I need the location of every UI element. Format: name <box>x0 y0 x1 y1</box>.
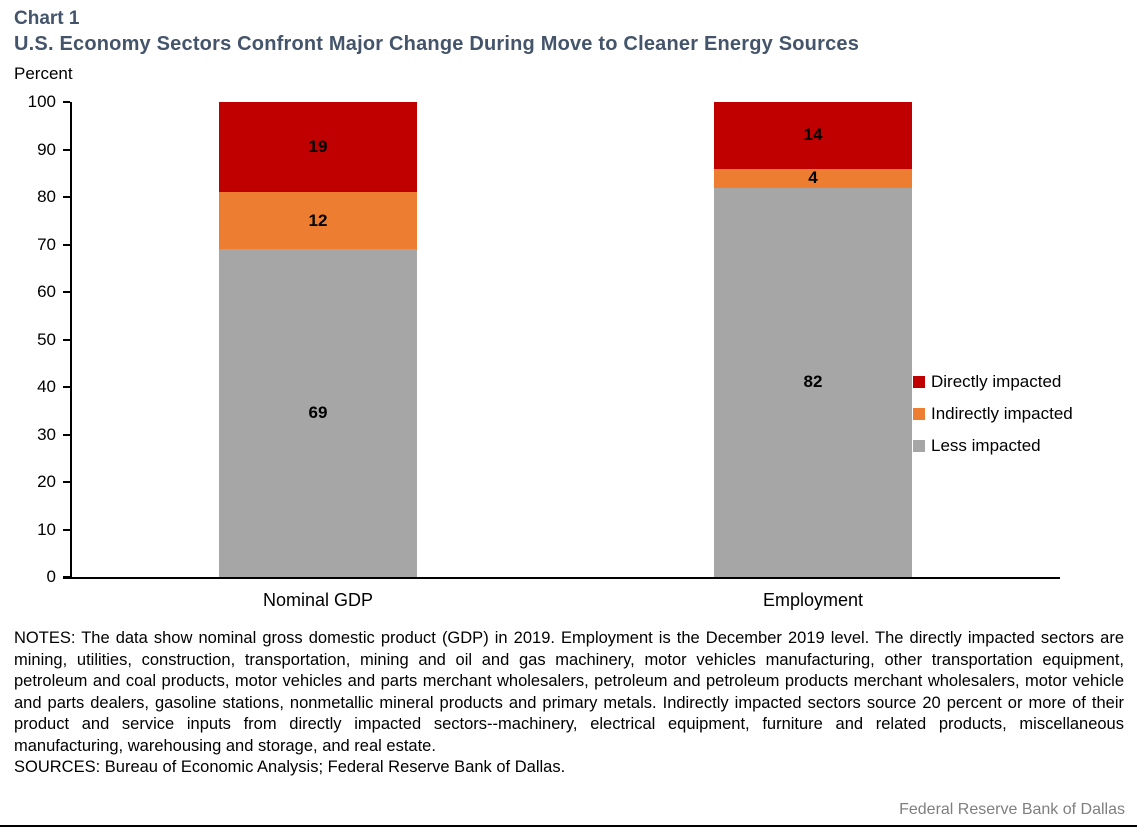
segment-value-label: 82 <box>803 372 823 392</box>
y-tick-label: 70 <box>37 234 56 254</box>
bar-segment: 14 <box>714 102 912 169</box>
chart-title: U.S. Economy Sectors Confront Major Chan… <box>14 33 860 55</box>
bottom-border-line <box>0 824 1137 827</box>
y-tick <box>63 148 70 151</box>
legend-swatch <box>913 440 925 452</box>
legend-swatch <box>913 408 925 420</box>
bar-segment: 4 <box>714 168 912 188</box>
bar-segment: 82 <box>714 187 912 577</box>
legend-swatch <box>913 376 925 388</box>
y-tick-label: 30 <box>37 424 56 444</box>
y-tick <box>63 433 70 436</box>
legend-label: Directly impacted <box>931 372 1062 391</box>
segment-value-label: 4 <box>808 168 818 187</box>
y-axis-line <box>70 102 72 577</box>
bar-segment: 69 <box>219 249 417 577</box>
y-tick <box>63 101 70 103</box>
notes-text: NOTES: The data show nominal gross domes… <box>14 629 1124 755</box>
y-tick <box>63 528 70 531</box>
legend-item: Directly impacted <box>913 371 1073 393</box>
y-tick-label: 0 <box>46 567 56 586</box>
y-tick <box>63 576 70 578</box>
category-label: Nominal GDP <box>262 590 374 610</box>
bar-segment: 12 <box>219 192 417 250</box>
y-tick <box>63 481 70 483</box>
segment-value-label: 69 <box>308 403 328 423</box>
segment-value-label: 14 <box>803 125 823 145</box>
footer-brand: Federal Reserve Bank of Dallas <box>899 801 1125 818</box>
x-axis-line <box>63 577 1060 579</box>
category-label: Employment <box>762 590 864 610</box>
y-tick <box>63 386 70 388</box>
y-tick <box>63 196 70 198</box>
legend-item: Less impacted <box>913 435 1073 457</box>
segment-value-label: 19 <box>308 137 328 157</box>
legend-item: Indirectly impacted <box>913 403 1073 425</box>
sources-text: SOURCES: Bureau of Economic Analysis; Fe… <box>14 758 566 776</box>
y-tick-label: 10 <box>37 519 56 539</box>
y-tick-label: 40 <box>37 377 56 396</box>
legend-label: Indirectly impacted <box>931 404 1073 423</box>
y-tick <box>63 338 70 341</box>
y-axis-unit-label: Percent <box>14 64 73 83</box>
y-tick-label: 80 <box>37 187 56 206</box>
bar-segment: 19 <box>219 102 417 193</box>
legend-label: Less impacted <box>931 436 1041 455</box>
plot-area: 0 10 20 30 40 50 60 70 80 90 100 69 12 19 Nominal GDP 8… <box>28 92 1060 610</box>
segment-value-label: 12 <box>308 210 328 230</box>
legend: Directly impacted Indirectly impacted Less… <box>913 371 1073 467</box>
y-tick-label: 50 <box>37 329 56 349</box>
y-tick <box>63 243 70 246</box>
y-tick-label: 100 <box>27 92 56 111</box>
y-tick-label: 60 <box>37 282 56 301</box>
notes-block: NOTES: The data show nominal gross domes… <box>14 628 1124 779</box>
y-tick-label: 20 <box>37 472 56 491</box>
y-tick <box>63 291 70 293</box>
chart-number-label: Chart 1 <box>14 8 80 29</box>
y-tick-label: 90 <box>37 139 56 159</box>
